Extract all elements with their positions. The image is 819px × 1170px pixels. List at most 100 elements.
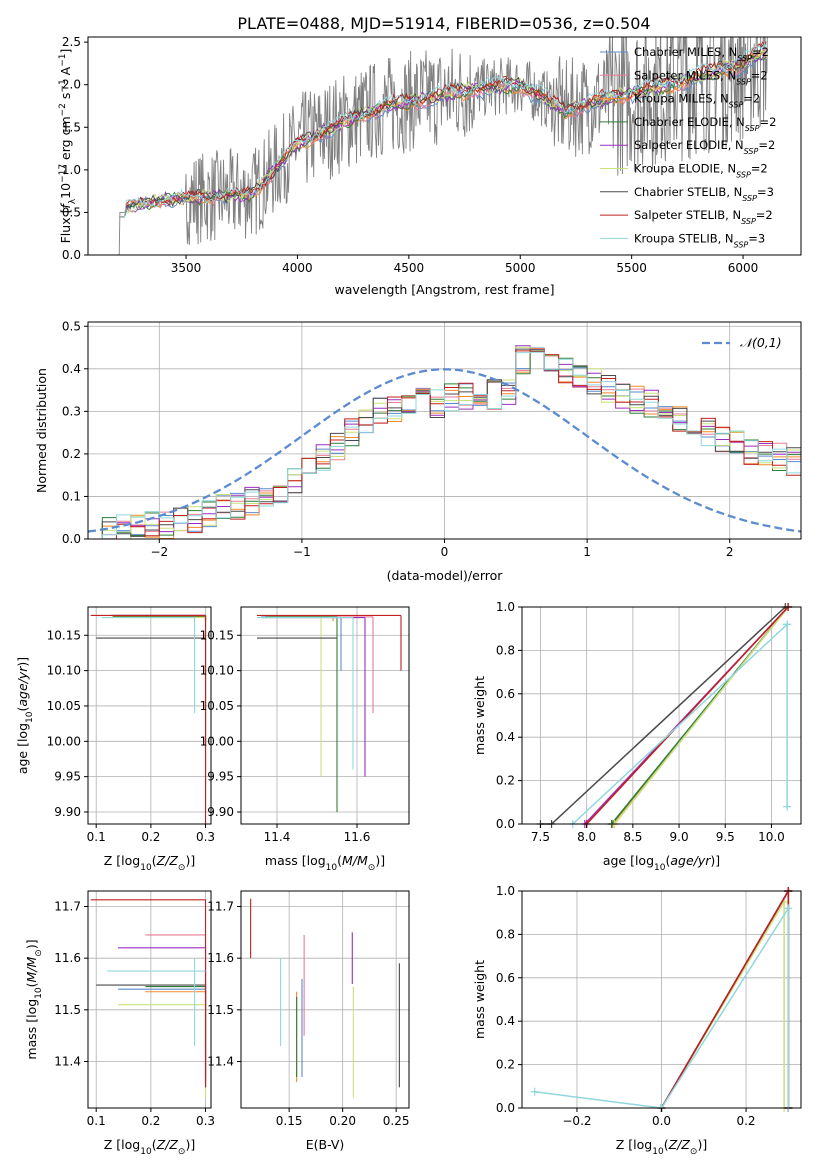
axes-frame xyxy=(87,606,212,825)
legend-label: Kroupa MILES, NSSP=2 xyxy=(634,92,760,110)
panel-mass_weight_vs_Z: −0.2 0.0 0.2 0.0 0.2 0.4 0.6 0.8 1.0 Z [log10(Z/Z… xyxy=(472,884,802,1157)
spectrum-model-line xyxy=(119,51,767,218)
residual-histogram xyxy=(88,349,801,539)
legend-label: Kroupa ELODIE, NSSP=2 xyxy=(634,162,768,180)
x-tick-label: −1 xyxy=(293,545,311,559)
legend-label: Salpeter MILES, NSSP=2 xyxy=(634,68,768,86)
weight-marker xyxy=(783,620,792,629)
legend-label: Salpeter ELODIE, NSSP=2 xyxy=(634,138,775,156)
y-tick-label: 0.0 xyxy=(62,248,81,262)
y-axis-label: Normed distribution xyxy=(34,368,49,493)
y-tick-label: 0.4 xyxy=(496,1014,515,1028)
y-tick-label: 0.2 xyxy=(496,1058,515,1072)
weight-line xyxy=(613,606,789,825)
x-tick-label: 5000 xyxy=(505,261,536,275)
y-tick-label: 10.15 xyxy=(47,628,81,642)
x-axis-label: mass [log10(M/M⊙)] xyxy=(265,853,385,873)
legend-label: 𝒩(0,1) xyxy=(740,335,782,350)
y-tick-label: 10.10 xyxy=(47,664,81,678)
x-tick-label: 4500 xyxy=(394,261,425,275)
x-tick-label: 7.5 xyxy=(531,830,550,844)
x-tick-label: 0.25 xyxy=(383,1114,410,1128)
x-tick-label: 0.15 xyxy=(276,1114,303,1128)
y-axis-label: Flux [fλ10−17 erg cm−2 s−1 A−1] xyxy=(58,49,78,244)
y-tick-label: 0.0 xyxy=(62,532,81,546)
legend-label: Kroupa STELIB, NSSP=3 xyxy=(634,231,765,249)
x-axis-label: Z [log10(Z/Z⊙)] xyxy=(104,1137,195,1157)
y-tick-label: 2.0 xyxy=(62,78,81,92)
panel-age_vs_mass: 11.4 11.6 9.90 9.95 10.00 10.05 10.10 10.15 mass… xyxy=(200,606,410,873)
axes-frame xyxy=(240,890,410,1109)
figure-title: PLATE=0488, MJD=51914, FIBERID=0536, z=0… xyxy=(237,14,650,33)
y-tick-label: 10.05 xyxy=(47,699,81,713)
errorbar-plot-area xyxy=(90,614,207,824)
y-tick-label: 11.4 xyxy=(207,1055,234,1069)
weight-line xyxy=(534,905,790,1109)
x-tick-label: 11.6 xyxy=(344,830,371,844)
x-tick-label: 3500 xyxy=(171,261,202,275)
y-tick-label: 10.15 xyxy=(200,628,234,642)
weight-marker xyxy=(530,1087,539,1096)
errorbar-plot-area xyxy=(257,614,402,812)
axes-frame xyxy=(521,606,802,825)
errorbar-plot-area xyxy=(90,899,207,1098)
y-tick-label: 11.6 xyxy=(207,951,234,965)
y-axis-label: mass weight xyxy=(472,676,487,755)
legend-label: Chabrier STELIB, NSSP=3 xyxy=(634,185,774,203)
x-tick-label: 0.1 xyxy=(87,1114,106,1128)
x-tick-label: 11.4 xyxy=(264,830,291,844)
y-tick-label: 1.0 xyxy=(62,163,81,177)
x-axis-label: Z [log10(Z/Z⊙)] xyxy=(104,853,195,873)
weight-line xyxy=(660,888,790,1109)
x-tick-label: 9.0 xyxy=(670,830,689,844)
spectrum-data-line xyxy=(118,37,768,255)
x-tick-label: 0.2 xyxy=(736,1114,755,1128)
x-tick-label: 10.0 xyxy=(758,830,785,844)
y-tick-label: 2.5 xyxy=(62,35,81,49)
weight-marker xyxy=(783,802,792,811)
y-tick-label: 11.6 xyxy=(54,951,81,965)
weight-line xyxy=(572,622,788,825)
x-tick-label: 0.3 xyxy=(196,830,215,844)
axes-frame xyxy=(240,606,410,825)
y-axis-label: mass weight xyxy=(472,960,487,1039)
legend-label: Salpeter STELIB, NSSP=2 xyxy=(634,208,773,226)
y-tick-label: 11.4 xyxy=(54,1055,81,1069)
y-tick-label: 0.4 xyxy=(496,730,515,744)
y-tick-label: 0.3 xyxy=(62,404,81,418)
spectrum-plot-area xyxy=(118,37,768,255)
legend-label: Chabrier ELODIE, NSSP=2 xyxy=(634,115,776,132)
x-axis-label: E(B-V) xyxy=(306,1137,345,1152)
x-tick-label: 0.20 xyxy=(329,1114,356,1128)
weight-plot-area xyxy=(536,603,793,828)
y-tick-label: 0.1 xyxy=(62,489,81,503)
axes-frame xyxy=(87,890,212,1109)
axes-frame xyxy=(87,36,802,256)
normal-reference-curve xyxy=(88,368,801,533)
x-tick-label: 0.1 xyxy=(87,830,106,844)
residual-plot-area xyxy=(88,345,801,539)
panel-mass_vs_Z: 0.1 0.2 0.3 11.4 11.5 11.6 11.7 Z [log10(Z/Z⊙)]… xyxy=(24,890,215,1157)
x-axis-label: age [log10(age/yr)] xyxy=(603,853,720,873)
panel-age_vs_Z: 0.1 0.2 0.3 9.90 9.95 10.00 10.05 10.10 10.15 Z [… xyxy=(15,606,215,873)
y-tick-label: 10.05 xyxy=(200,699,234,713)
y-axis-label: age [log10(age/yr)] xyxy=(15,657,35,774)
y-tick-label: 11.5 xyxy=(54,1003,81,1017)
y-tick-label: 0.2 xyxy=(62,447,81,461)
y-tick-label: 0.6 xyxy=(496,971,515,985)
y-tick-label: 1.5 xyxy=(62,120,81,134)
y-tick-label: 10.00 xyxy=(200,734,234,748)
x-tick-label: 2 xyxy=(726,545,734,559)
panel-spectrum: 3500 4000 4500 5000 5500 6000 0.0 0.5 1.0 1.5 2.0 2… xyxy=(58,35,802,297)
x-tick-label: −0.2 xyxy=(562,1114,591,1128)
panel-residuals: −2 −1 0 1 2 0.0 0.1 0.2 0.3 0.4 0.5 (data-model)/er… xyxy=(34,319,802,583)
y-tick-label: 0.6 xyxy=(496,687,515,701)
y-tick-label: 0.8 xyxy=(496,643,515,657)
residual-histogram xyxy=(88,351,801,539)
x-tick-label: 5500 xyxy=(616,261,647,275)
spectrum-model-line xyxy=(119,41,767,218)
panel-mass_weight_vs_age: 7.5 8.0 8.5 9.0 9.5 10.0 0.0 0.2 0.4 0.6 0.8 1.0 age… xyxy=(472,600,802,873)
y-axis-label: mass [log10(M/M⊙)] xyxy=(24,939,44,1059)
x-axis-label: wavelength [Angstrom, rest frame] xyxy=(334,282,554,297)
x-axis-label: (data-model)/error xyxy=(387,568,504,583)
